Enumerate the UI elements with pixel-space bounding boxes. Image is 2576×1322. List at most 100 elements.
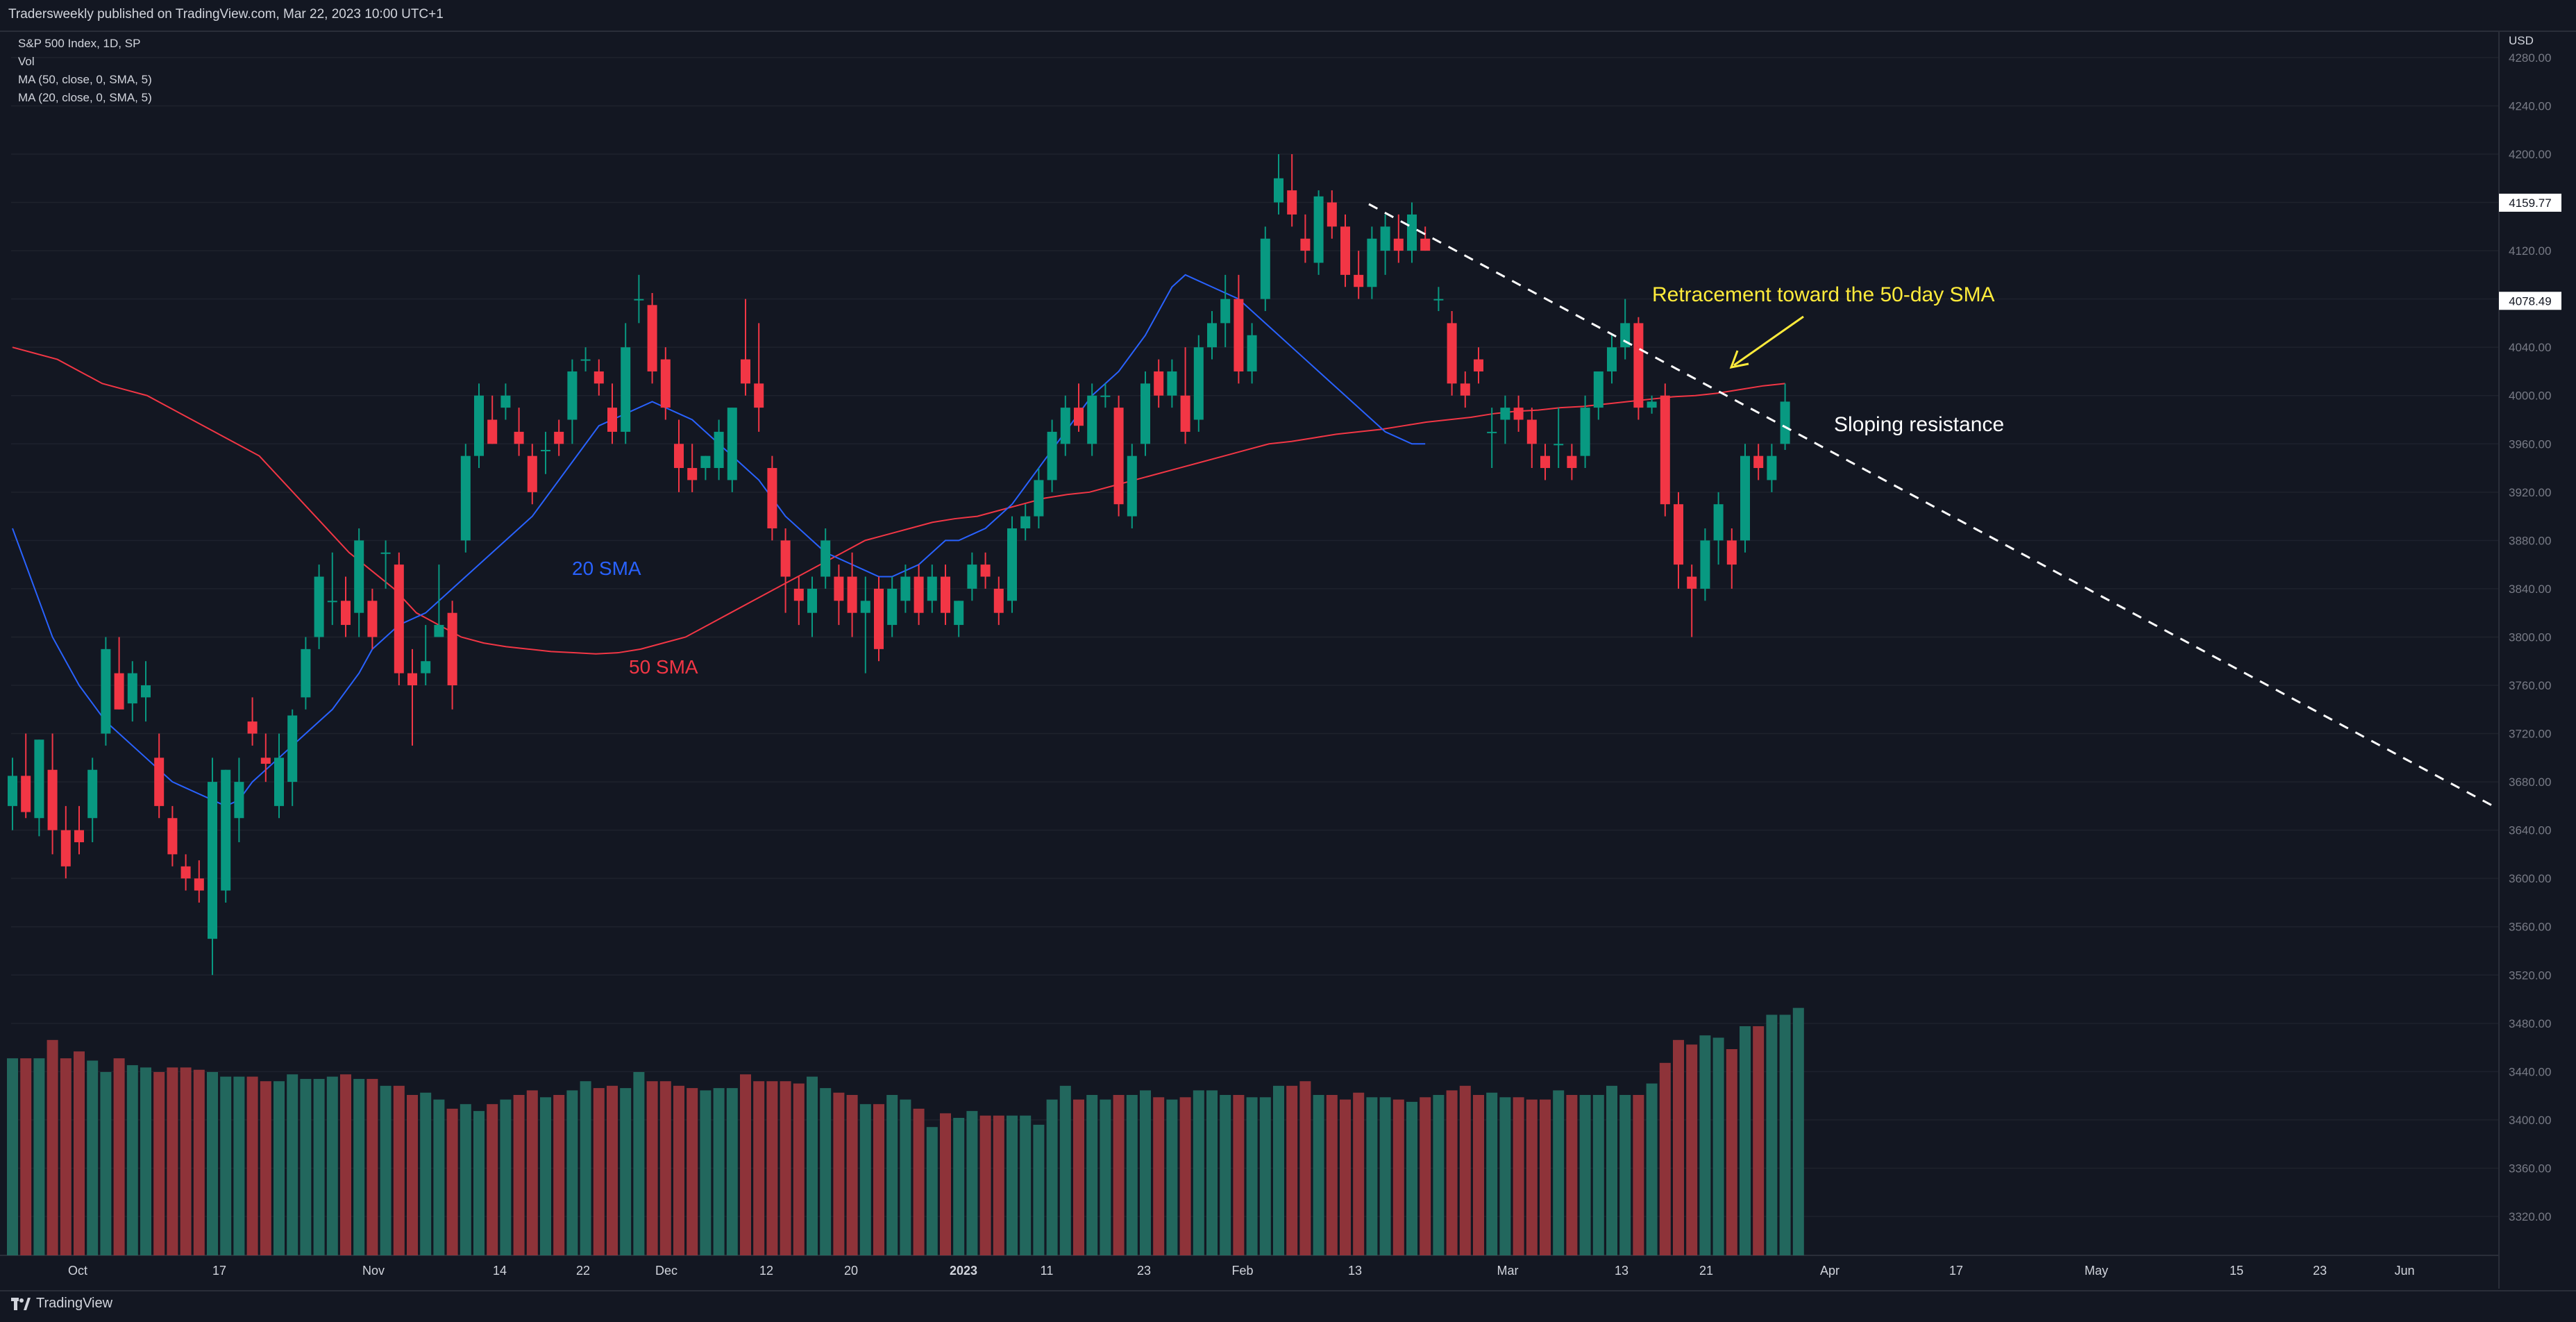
candle-body [474, 395, 484, 456]
candle-body [767, 468, 777, 528]
candle-body [1367, 238, 1377, 287]
candle-body [114, 673, 124, 710]
volume-bar [993, 1115, 1004, 1255]
candle-body [1327, 202, 1337, 227]
candle [8, 758, 17, 830]
volume-bar [1459, 1085, 1471, 1255]
volume-bar [900, 1099, 911, 1255]
candle [354, 528, 364, 637]
price-tick-label: 3840.00 [2509, 583, 2551, 596]
sma50-polyline [12, 346, 1785, 655]
candle [1674, 492, 1683, 589]
candle-body [1020, 516, 1031, 528]
candle [1700, 528, 1710, 601]
volume-bar [726, 1088, 738, 1255]
candle [341, 576, 351, 637]
volume-bar [407, 1095, 418, 1255]
candle-body [101, 649, 111, 734]
candle-body [1034, 480, 1044, 517]
time-tick-label: 13 [1615, 1264, 1628, 1278]
candle [714, 419, 724, 480]
candle [941, 564, 950, 626]
legend-ma50[interactable]: MA (50, close, 0, SMA, 5) [18, 73, 152, 86]
candle-body [1633, 323, 1644, 408]
volume-bar [1699, 1035, 1711, 1255]
candle-body [607, 408, 617, 432]
candle [1393, 214, 1404, 263]
candle [967, 552, 977, 601]
volume-bar [1420, 1097, 1431, 1255]
candle [434, 564, 444, 637]
candle [634, 274, 644, 324]
candle-body [1753, 455, 1764, 469]
candle [887, 576, 898, 637]
tradingview-logo[interactable]: TradingView [11, 1296, 112, 1312]
candle-body [1287, 190, 1297, 215]
candle [1554, 408, 1564, 469]
candle-body [380, 552, 391, 554]
candle [1433, 287, 1444, 312]
volume-bar [833, 1092, 845, 1255]
candle-body [1647, 401, 1657, 408]
candle-body [21, 776, 31, 812]
volume-bar [1273, 1085, 1284, 1255]
volume-bar [220, 1076, 232, 1255]
candle-body [8, 776, 17, 806]
candle-body [1726, 540, 1737, 565]
candle-body [1087, 395, 1097, 444]
candle-body [194, 878, 204, 891]
candle-body [1447, 323, 1457, 384]
candle [47, 733, 58, 855]
candle [114, 637, 124, 710]
candle [327, 552, 337, 626]
volume-bar [859, 1104, 871, 1255]
volume-bar [1259, 1097, 1271, 1255]
price-tick-label: 3800.00 [2509, 630, 2551, 644]
volume-bar [167, 1067, 178, 1255]
volume-bars [7, 1007, 1804, 1255]
volume-bar [1313, 1095, 1324, 1255]
legend-volume[interactable]: Vol [18, 55, 35, 68]
volume-bar [1392, 1099, 1404, 1255]
price-badge [2499, 193, 2561, 212]
volume-bar [1140, 1090, 1151, 1255]
candle-body [1060, 408, 1070, 444]
candle-body [594, 371, 604, 384]
candle [527, 444, 537, 505]
volume-bar [1246, 1097, 1258, 1255]
candle [834, 564, 844, 626]
candle-body [367, 601, 378, 637]
price-tick-label: 4280.00 [2509, 51, 2551, 65]
volume-bar [460, 1104, 471, 1255]
volume-bar [1499, 1097, 1511, 1255]
volume-bar [1606, 1085, 1617, 1255]
volume-bar [74, 1051, 85, 1255]
candle [820, 528, 831, 589]
candle [21, 733, 31, 819]
candle [993, 576, 1004, 626]
candle [754, 323, 764, 432]
candle [1474, 347, 1483, 384]
candle [1487, 408, 1497, 469]
legend-symbol[interactable]: S&P 500 Index, 1D, SP [18, 37, 141, 50]
candle [1354, 251, 1364, 299]
candle [1113, 395, 1124, 517]
candle-body [87, 769, 98, 819]
legend-ma20[interactable]: MA (20, close, 0, SMA, 5) [18, 91, 152, 104]
volume-bar [979, 1115, 991, 1255]
candle [247, 697, 258, 746]
candle-body [967, 564, 977, 589]
candle [1420, 226, 1431, 251]
candle-body [1207, 323, 1217, 348]
volume-bar [300, 1078, 312, 1255]
volume-bar [353, 1078, 365, 1255]
volume-bar [1340, 1099, 1351, 1255]
candle [221, 769, 231, 903]
time-tick-label: 22 [576, 1264, 590, 1278]
candle-body [500, 395, 511, 408]
candle [127, 661, 137, 722]
volume-bar [646, 1081, 658, 1255]
candle-body [621, 347, 631, 432]
volume-bar [1166, 1099, 1178, 1255]
